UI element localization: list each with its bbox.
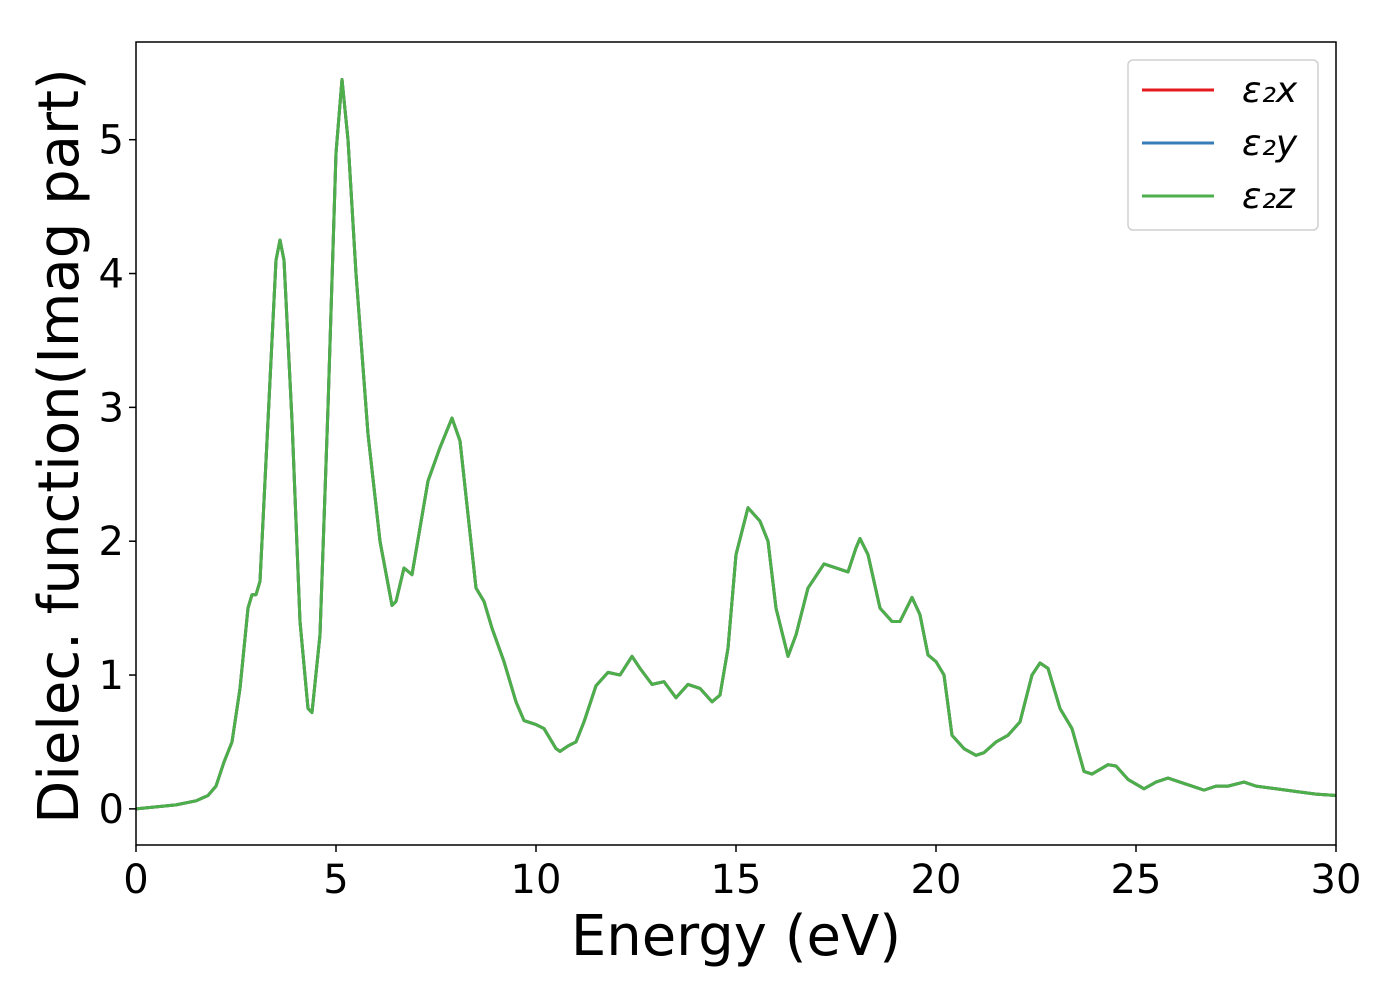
legend-label: ε₂y (1242, 123, 1298, 164)
x-axis-label: Energy (eV) (571, 904, 901, 969)
x-tick-label: 20 (911, 857, 962, 903)
x-tick-label: 25 (1111, 857, 1162, 903)
legend-label: ε₂z (1242, 176, 1296, 217)
y-tick-label: 5 (99, 118, 124, 164)
x-tick-label: 5 (323, 857, 348, 903)
legend-label: ε₂x (1242, 70, 1298, 111)
y-tick-label: 0 (99, 787, 124, 833)
x-tick-label: 15 (711, 857, 762, 903)
y-tick-label: 1 (99, 653, 124, 699)
legend-box (1127, 59, 1319, 231)
x-tick-label: 30 (1311, 857, 1362, 903)
y-tick-label: 4 (99, 252, 124, 298)
y-tick-label: 2 (99, 519, 124, 565)
series-line (135, 77, 1337, 811)
y-tick-label: 3 (99, 385, 124, 431)
plot-frame (135, 41, 1337, 846)
x-tick-label: 0 (123, 857, 148, 903)
y-axis-label: Dielec. function(Imag part) (27, 68, 92, 824)
x-tick-label: 10 (511, 857, 562, 903)
